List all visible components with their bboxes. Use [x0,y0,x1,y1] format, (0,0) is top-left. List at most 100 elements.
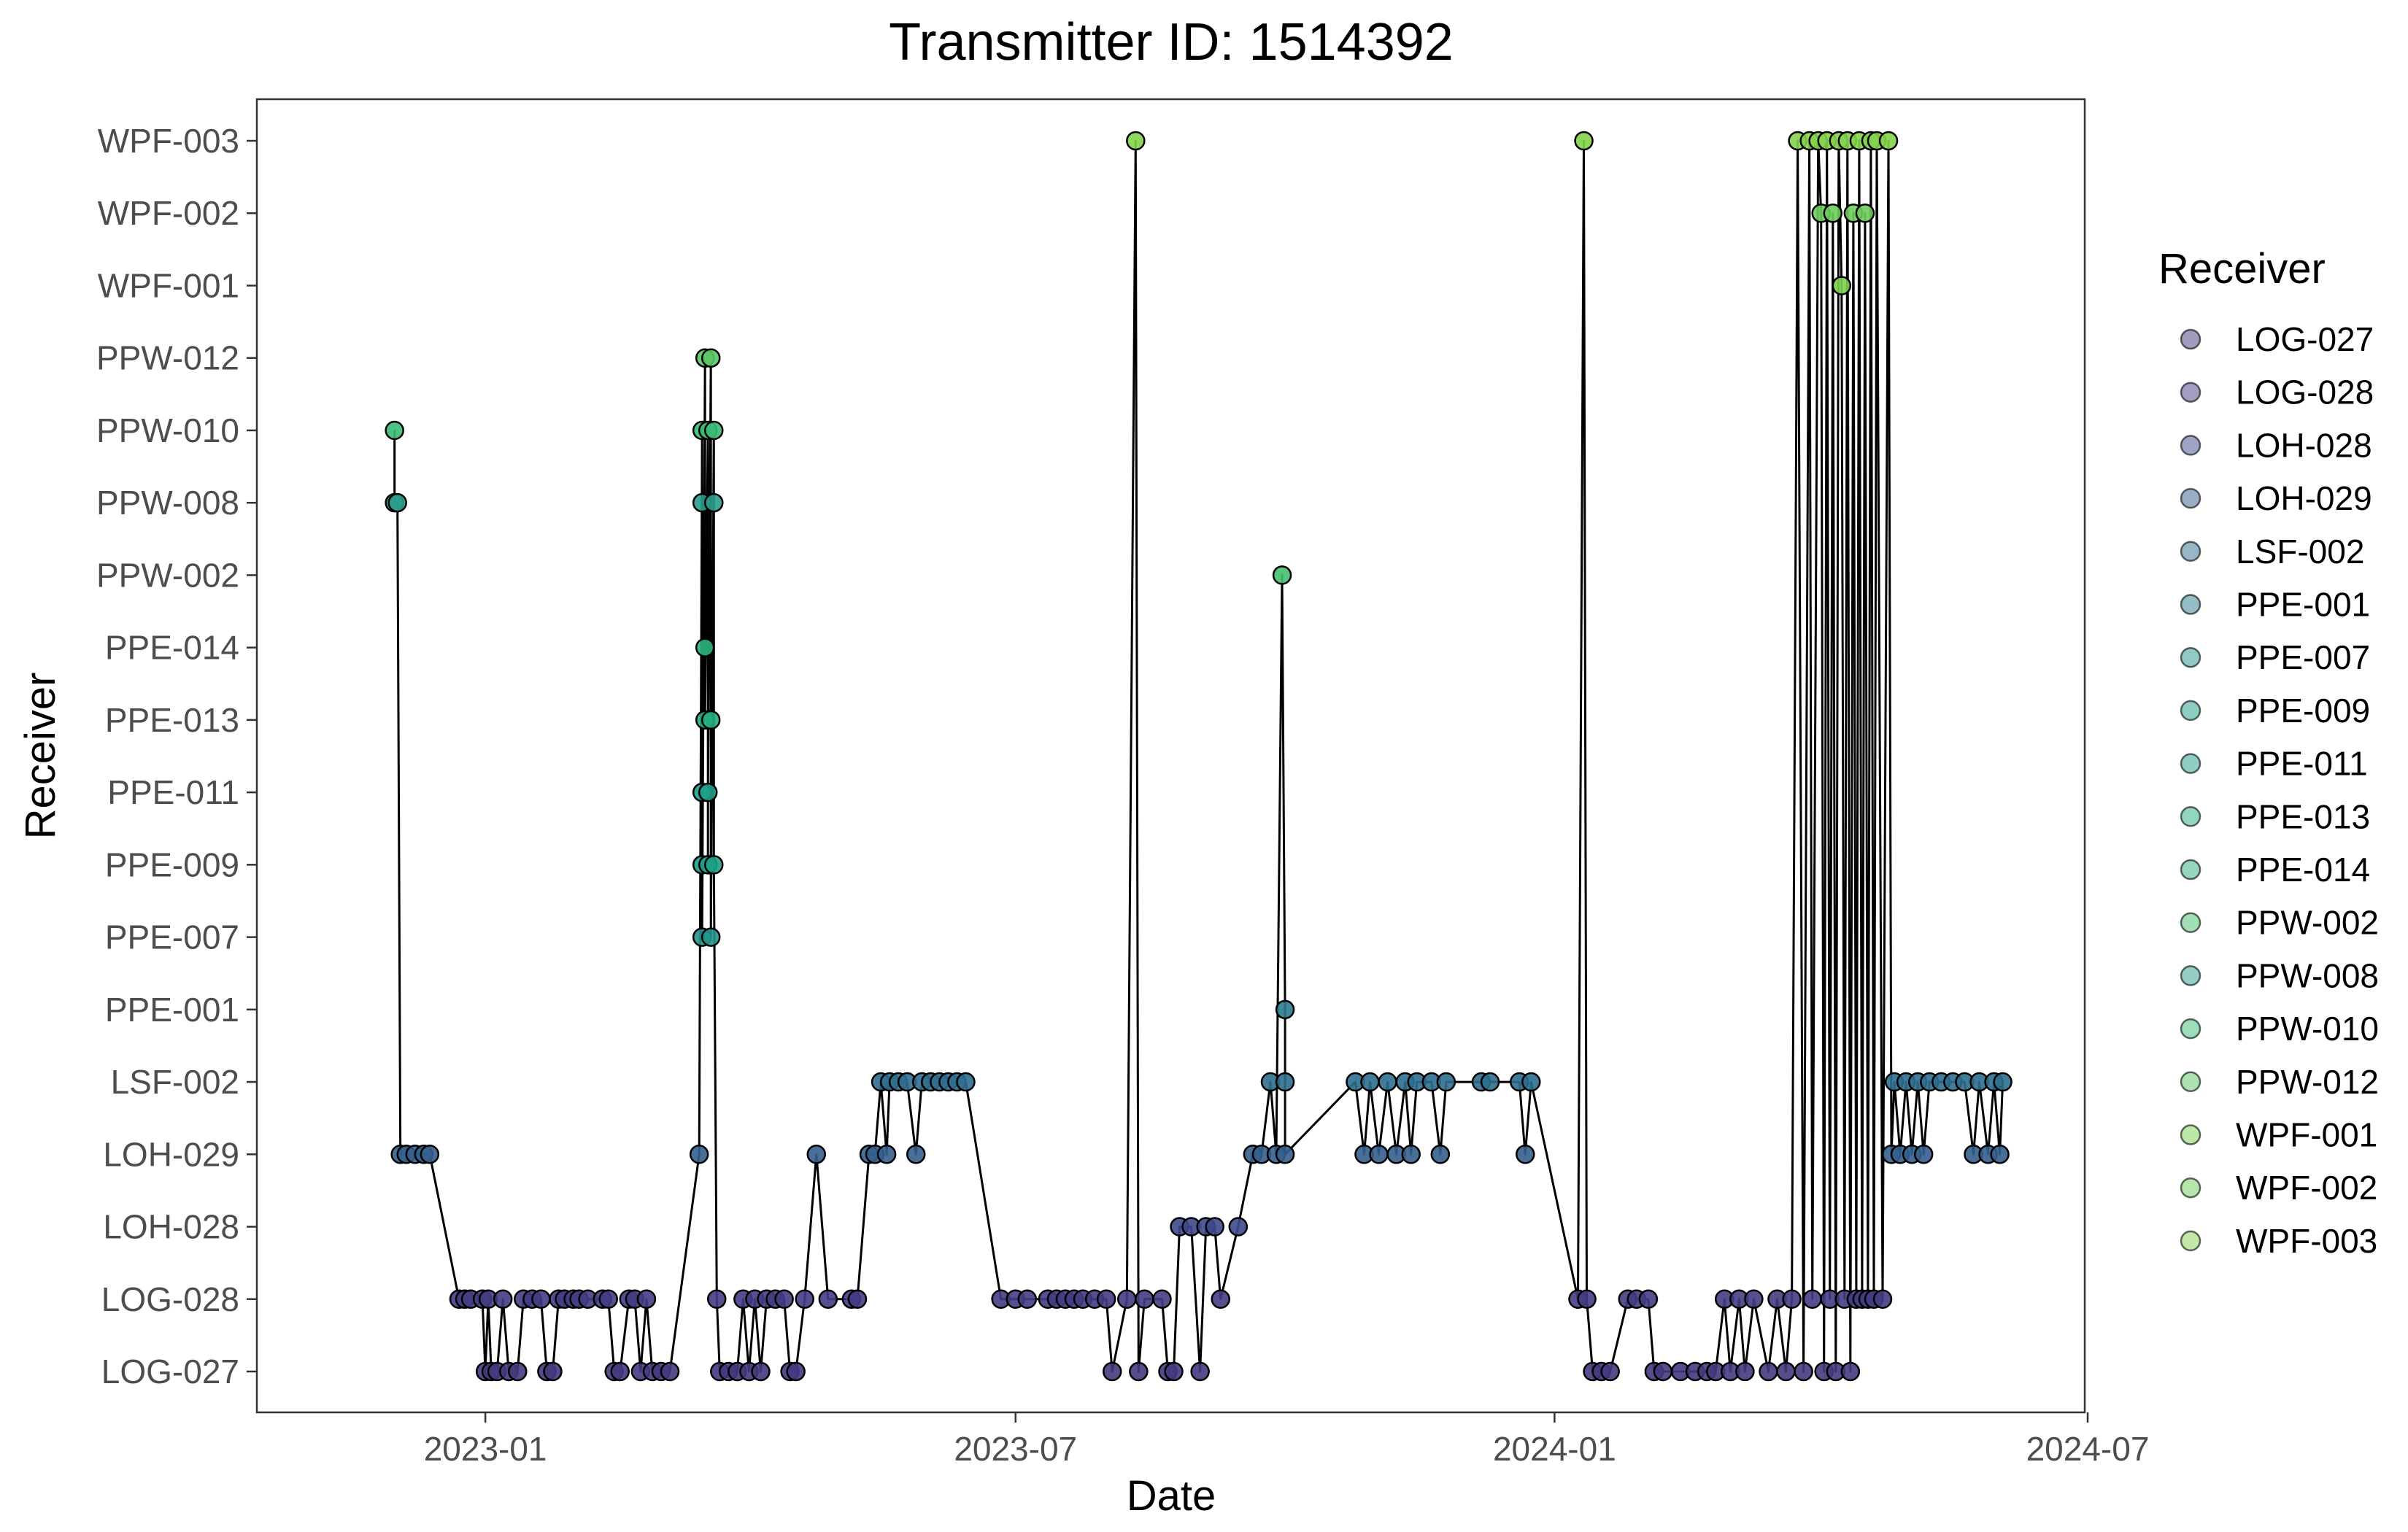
legend-label: PPW-012 [2236,1063,2379,1101]
data-point [1840,1361,1861,1382]
data-point [1430,1145,1451,1164]
legend-label: LOH-029 [2236,479,2372,517]
legend-title: Receiver [2158,245,2326,293]
data-point [1275,999,1295,1020]
data-point [1990,1145,2010,1164]
legend-label: PPW-008 [2236,956,2379,994]
legend-item: PPE-014 [2180,851,2370,889]
data-point [701,348,721,368]
data-point [1369,1145,1389,1164]
legend-label: WPF-003 [2236,1222,2377,1260]
data-point [1521,1072,1541,1092]
data-point [695,638,715,657]
data-point [847,1289,868,1309]
legend-label: PPE-013 [2236,797,2370,835]
data-point [1126,131,1146,151]
data-point [1855,203,1875,223]
data-point [1600,1361,1620,1382]
legend-label: PPE-011 [2236,745,2368,783]
data-point [1794,1361,1813,1382]
x-tick-label: 2024-01 [1493,1430,1616,1468]
legend-item: WPF-002 [2180,1169,2377,1207]
data-point [1211,1289,1230,1309]
y-tick-label: PPW-008 [96,484,239,522]
data-point [1776,1361,1796,1382]
legend-item: WPF-003 [2180,1222,2377,1260]
legend-label: PPE-014 [2236,851,2370,889]
legend-key [2180,1071,2201,1093]
data-point [906,1145,926,1164]
data-point [1480,1072,1500,1092]
plot-panel [255,98,2086,1414]
data-point [1360,1072,1380,1092]
data-point [1017,1289,1038,1309]
y-tick-label: WPF-001 [98,266,239,304]
data-point [493,1289,513,1309]
data-point [1228,1217,1249,1237]
data-point [751,1361,771,1382]
legend-item: PPE-011 [2180,745,2368,783]
data-point [704,855,724,875]
legend-key [2180,1124,2201,1145]
x-tick-label: 2023-01 [424,1430,547,1468]
data-point [1638,1289,1659,1309]
y-tick-label: WPF-003 [98,122,239,160]
legend-label: PPW-002 [2236,904,2379,942]
data-point [1272,565,1292,585]
data-point [689,1145,709,1164]
legend-key [2180,912,2201,933]
legend-key [2180,753,2201,774]
legend-key [2180,965,2201,986]
legend-key [2180,700,2201,721]
data-point [660,1361,680,1382]
data-point [707,1289,727,1309]
legend-label: PPE-001 [2236,586,2370,624]
data-point [1878,131,1899,151]
data-point [1129,1361,1149,1382]
legend-label: LOG-027 [2236,320,2374,358]
data-point [795,1289,814,1309]
chart-title: Transmitter ID: 1514392 [889,13,1454,71]
data-point [1759,1361,1778,1382]
data-point [387,492,407,513]
y-tick-label: WPF-002 [98,194,239,232]
data-point [1275,1072,1295,1092]
data-point [1823,203,1843,223]
data-point [1744,1289,1764,1309]
data-point [786,1361,806,1382]
legend-item: WPF-001 [2180,1116,2377,1154]
data-point [701,927,721,947]
legend-label: PPE-007 [2236,638,2370,676]
legend-item: PPE-007 [2180,638,2370,676]
data-point [1102,1361,1122,1382]
data-point [1802,1289,1822,1309]
legend-item: PPW-002 [2180,904,2379,942]
data-point [1205,1217,1224,1237]
legend-item: PPW-010 [2180,1010,2379,1048]
data-point [1164,1361,1184,1382]
data-point [876,1145,897,1164]
data-point [774,1289,794,1309]
y-tick-label: LSF-002 [111,1063,239,1101]
y-axis: LOG-027 LOG-028 LOH-028 LOH-029 LSF-002 PPE-0… [96,122,257,1390]
y-tick-label: LOH-029 [103,1135,239,1173]
legend-item: LOG-028 [2180,374,2374,411]
data-point [1135,1289,1154,1309]
legend-label: LSF-002 [2236,533,2364,570]
y-tick-label: PPE-007 [105,918,239,956]
legend-key [2180,594,2201,615]
legend-key [2180,328,2201,350]
legend-item: PPE-013 [2180,797,2370,835]
legend-key [2180,382,2201,403]
data-point [1832,276,1852,295]
data-point [1378,1072,1397,1092]
data-point [1190,1361,1210,1382]
data-point [420,1145,440,1164]
data-point [698,782,718,802]
legend-item: PPE-009 [2180,692,2370,730]
legend-key [2180,1018,2201,1040]
legend-label: LOG-028 [2236,374,2374,411]
data-point [818,1289,838,1309]
data-point [1993,1072,2013,1092]
data-point [1735,1361,1755,1382]
